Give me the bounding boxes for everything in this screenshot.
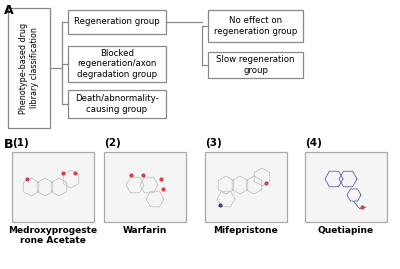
Bar — [208, 52, 303, 78]
Text: No effect on
regeneration group: No effect on regeneration group — [214, 16, 297, 36]
Bar — [208, 10, 303, 42]
Text: Blocked
regeneration/axon
degradation group: Blocked regeneration/axon degradation gr… — [77, 49, 157, 79]
Text: B: B — [4, 138, 14, 151]
Text: (2): (2) — [104, 138, 121, 148]
Text: (4): (4) — [305, 138, 322, 148]
Text: Death/abnormality-
causing group: Death/abnormality- causing group — [75, 94, 159, 114]
Bar — [205, 152, 287, 222]
Text: Regeneration group: Regeneration group — [74, 17, 160, 27]
Text: A: A — [4, 4, 14, 17]
Text: (3): (3) — [205, 138, 222, 148]
Text: Phenotype-based drug
library classification: Phenotype-based drug library classificat… — [19, 22, 39, 114]
Text: Quetiapine: Quetiapine — [318, 226, 374, 235]
Bar — [8, 8, 50, 128]
Bar — [12, 152, 94, 222]
Bar — [68, 90, 166, 118]
Text: Slow regeneration
group: Slow regeneration group — [216, 55, 295, 75]
Text: Warfarin: Warfarin — [123, 226, 167, 235]
Bar — [68, 46, 166, 82]
Bar — [68, 10, 166, 34]
Text: Medroxyprogeste
rone Acetate: Medroxyprogeste rone Acetate — [8, 226, 98, 245]
Text: (1): (1) — [12, 138, 29, 148]
Text: Mifepristone: Mifepristone — [214, 226, 278, 235]
Bar — [305, 152, 387, 222]
Bar — [104, 152, 186, 222]
